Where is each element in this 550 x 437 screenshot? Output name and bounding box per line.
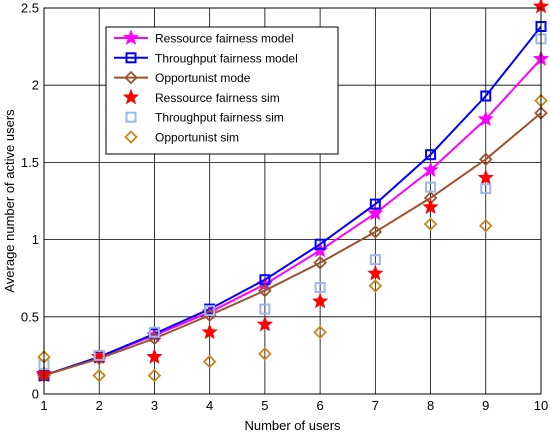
x-tick-label: 7 [372,398,379,413]
data-point [314,238,326,250]
x-tick-label: 3 [151,398,158,413]
y-axis-title: Average number of active users [2,109,17,293]
data-point [369,198,381,210]
data-point [479,152,493,167]
legend-marker [122,29,140,46]
data-point [477,169,495,185]
legend-label: Opportunist sim [155,131,239,145]
data-point [148,326,160,338]
data-point [202,354,217,369]
data-point [422,161,439,178]
legend-entry: Throughput fairness model [114,51,298,65]
series-line [43,112,542,377]
series-5 [38,33,547,371]
x-axis-title: Number of users [244,418,341,433]
data-point [423,217,438,231]
legend-label: Ressource fairness sim [155,91,280,105]
series-line [43,25,542,377]
x-tick-label: 8 [427,398,434,413]
data-point [146,348,163,364]
legend-entry: Ressource fairness sim [122,88,280,105]
y-tick-label: 1 [32,232,39,247]
data-point [367,264,384,281]
data-point [480,183,492,195]
x-tick-label: 5 [261,398,268,413]
x-tick-label: 2 [96,398,103,413]
data-point [204,305,216,317]
legend-entry: Opportunist mode [114,70,251,85]
x-tick-label: 4 [206,398,213,413]
data-point [147,368,162,383]
legend-entry: Opportunist sim [124,130,239,145]
data-point [258,283,272,298]
y-tick-label: 1.5 [21,155,39,170]
legend-marker [124,130,138,144]
legend-box [105,26,339,155]
data-point [425,181,437,193]
legend-label: Throughput fairness sim [155,111,284,125]
y-tick-label: 2.5 [21,1,39,16]
legend-label: Throughput fairness model [155,51,298,65]
x-tick-label: 9 [482,398,489,413]
legend-marker [125,52,137,64]
legend-label: Ressource fairness model [155,32,294,46]
data-point [259,303,271,315]
plot-frame [43,7,542,395]
data-point [256,315,274,332]
data-point [93,349,105,361]
data-point [313,325,327,340]
data-point [201,323,218,340]
data-point [369,254,381,266]
legend-entry: Ressource fairness model [114,29,294,46]
x-tick-label: 10 [534,398,548,413]
data-point [311,292,329,309]
axis-ticks: 1 2 3 4 5 6 7 8 9 10 0 0.5 1 1.5 2 2.5 [21,1,548,414]
y-tick-label: 0 [32,387,39,402]
data-point [477,110,495,127]
data-point [258,347,272,361]
data-point [314,281,326,293]
legend-entry: Throughput fairness sim [125,111,284,125]
legend-marker [122,88,140,105]
data-point [425,149,437,161]
x-tick-label: 1 [40,398,47,413]
legend: Ressource fairness model Throughput fairn… [105,26,339,155]
data-point [92,368,106,383]
data-point [313,255,327,270]
legend-marker [124,70,138,85]
data-point [480,90,492,102]
y-tick-label: 0.5 [21,309,39,324]
data-point [479,218,493,233]
data-point [368,225,383,239]
legend-marker [125,111,137,123]
y-tick-label: 2 [32,78,39,93]
series-layer [35,0,550,383]
legend-label: Opportunist mode [155,71,251,85]
data-point [368,279,383,293]
x-tick-label: 6 [316,398,323,413]
data-point [367,204,384,221]
data-point [422,198,439,215]
